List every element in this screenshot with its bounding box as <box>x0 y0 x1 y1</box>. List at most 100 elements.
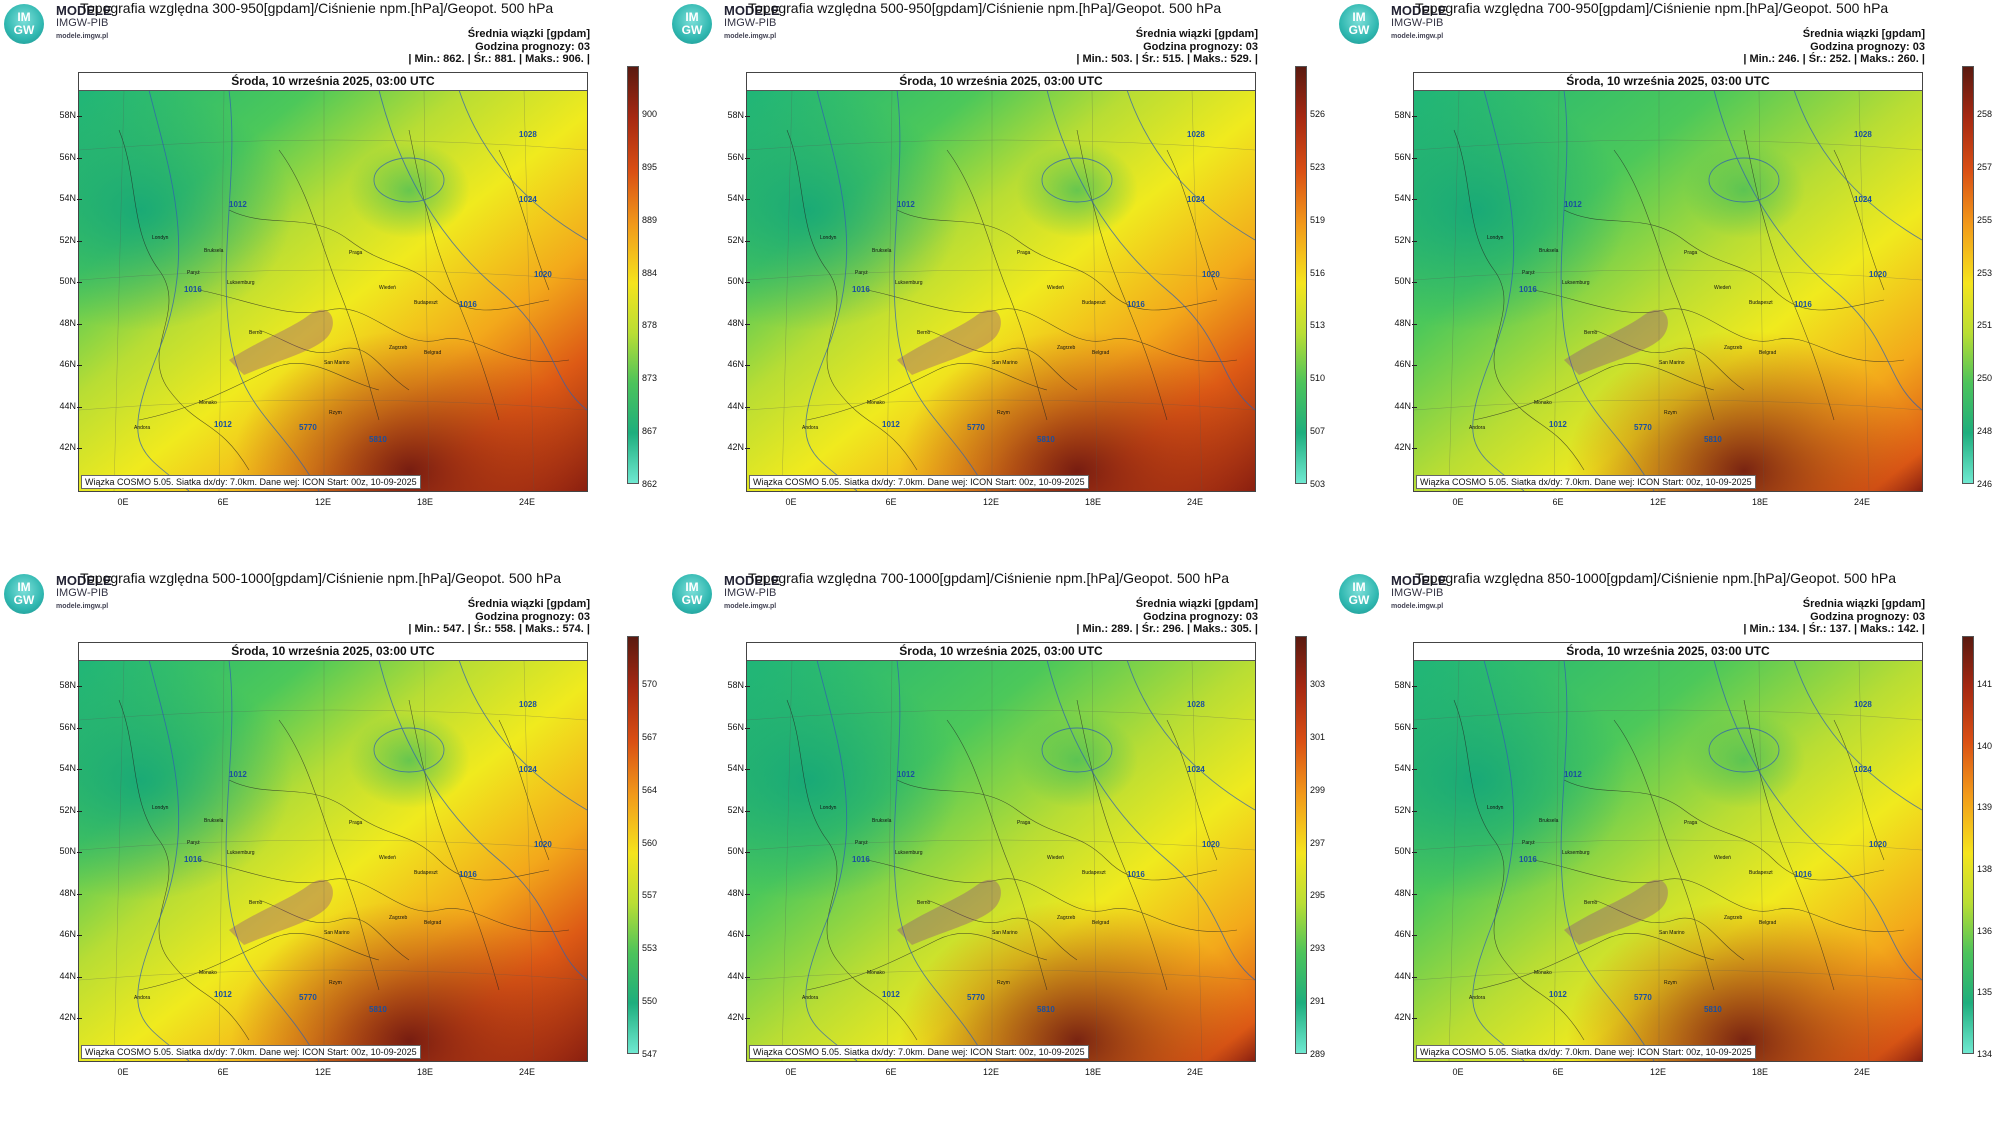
colorbar-tick-label: 250 <box>1977 373 1993 384</box>
logo-top-text: IM <box>1352 10 1366 24</box>
longitude-label: 12E <box>314 1067 331 1077</box>
latitude-label: 48N <box>718 318 750 328</box>
brand-name: MODELE <box>1391 573 1447 588</box>
isobar-label: 5770 <box>299 993 317 1002</box>
latitude-label: 48N <box>1385 888 1417 898</box>
city-label: Londyn <box>820 235 837 241</box>
latitude-label: 58N <box>1385 680 1417 690</box>
city-label: Belgrad <box>1092 920 1110 926</box>
panel-title: Topografia względna 500-1000[gpdam]/Ciśn… <box>80 570 561 586</box>
city-label: Berno <box>917 900 931 906</box>
city-label: Wiedeń <box>1714 855 1731 861</box>
longitude-label: 0E <box>117 497 129 507</box>
colorbar-tick-label: 251 <box>1977 320 1993 331</box>
city-label: Bruksela <box>872 818 892 824</box>
latitude-label: 42N <box>50 442 82 452</box>
latitude-label: 46N <box>1385 359 1417 369</box>
latitude-label: 48N <box>50 888 82 898</box>
isobar-label: 1016 <box>1127 870 1145 879</box>
map-plot: Środa, 10 września 2025, 03:00 UTC Londyn… <box>78 72 588 492</box>
imgw-logo-icon: IM GW <box>1339 574 1379 614</box>
latitude-label: 44N <box>718 971 750 981</box>
isobar-label: 1028 <box>1187 700 1205 709</box>
city-label: Wiedeń <box>1047 285 1064 291</box>
isobar-label: 1012 <box>214 990 232 999</box>
logo-bottom-text: GW <box>13 23 35 37</box>
longitude-label: 18E <box>416 1067 433 1077</box>
colorbar-tick-label: 523 <box>1310 161 1326 172</box>
brand: MODELE IMGW-PIB modele.imgw.pl <box>1391 4 1447 43</box>
colorbar-tick-label: 258 <box>1977 109 1993 119</box>
city-label: Luksemburg <box>227 850 255 856</box>
isobar-label: 1012 <box>882 420 900 429</box>
latitude-label: 56N <box>50 152 82 162</box>
colorbar-tick-label: 878 <box>642 320 658 331</box>
model-footer-note: Wiązka COSMO 5.05. Siatka dx/dy: 7.0km. … <box>81 1045 421 1059</box>
latitude-label: 54N <box>50 763 82 773</box>
brand-name: MODELE <box>56 573 112 588</box>
forecast-hour: Godzina prognozy: 03 <box>1143 40 1258 53</box>
panel-meta: Średnia wiązki [gpdam] Godzina prognozy: … <box>408 28 590 66</box>
colorbar-tick-label: 519 <box>1310 214 1326 225</box>
latitude-label: 58N <box>50 680 82 690</box>
isobar-label: 5810 <box>369 435 387 444</box>
city-label: Luksemburg <box>1562 280 1590 286</box>
map-plot: Środa, 10 września 2025, 03:00 UTC Londyn… <box>78 642 588 1062</box>
brand-org: IMGW-PIB <box>1391 587 1444 599</box>
city-label: Berno <box>249 330 263 336</box>
city-label: Belgrad <box>1759 350 1777 356</box>
city-label: Luksemburg <box>227 280 255 286</box>
colorbar-tick-label: 547 <box>642 1049 658 1059</box>
longitude-label: 12E <box>1649 497 1666 507</box>
longitude-label: 0E <box>785 1067 797 1077</box>
panel-meta: Średnia wiązki [gpdam] Godzina prognozy: … <box>1743 28 1925 66</box>
temperature-field-map <box>747 90 1255 491</box>
city-label: San Marino <box>992 360 1018 366</box>
city-label: Wiedeń <box>379 285 396 291</box>
city-label: Bruksela <box>204 248 224 254</box>
city-label: Andora <box>1469 995 1486 1001</box>
longitude-label: 24E <box>1853 1067 1870 1077</box>
colorbar-tick-label: 134 <box>1977 1049 1993 1059</box>
map-panel: IM GW MODELE IMGW-PIB modele.imgw.pl Topograf… <box>1335 570 1995 1110</box>
plot-date: Środa, 10 września 2025, 03:00 UTC <box>79 73 587 91</box>
longitude-label: 12E <box>314 497 331 507</box>
longitude-label: 24E <box>518 497 535 507</box>
latitude-label: 48N <box>1385 318 1417 328</box>
brand-org: IMGW-PIB <box>1391 17 1444 29</box>
imgw-logo-icon: IM GW <box>4 4 44 44</box>
colorbar-tick-label: 141 <box>1977 679 1993 689</box>
colorbar-tick-label: 867 <box>642 426 658 437</box>
mean-label: Średnia wiązki [gpdam] <box>467 28 590 40</box>
colorbar-tick-label: 507 <box>1310 426 1326 437</box>
stats-line: | Min.: 503. | Śr.: 515. | Maks.: 529. | <box>1076 53 1258 65</box>
map-panel: IM GW MODELE IMGW-PIB modele.imgw.pl Topograf… <box>0 570 660 1110</box>
colorbar-tick-label: 570 <box>642 679 658 689</box>
panel-title: Topografia względna 300-950[gpdam]/Ciśni… <box>80 0 554 16</box>
isobar-label: 1016 <box>459 870 477 879</box>
logo-top-text: IM <box>685 580 699 594</box>
latitude-label: 46N <box>718 359 750 369</box>
city-label: Bruksela <box>872 248 892 254</box>
temperature-field-map <box>79 90 587 491</box>
map-plot: Środa, 10 września 2025, 03:00 UTC Londyn… <box>746 72 1256 492</box>
colorbar-tick-label: 255 <box>1977 214 1993 225</box>
plot-date: Środa, 10 września 2025, 03:00 UTC <box>747 643 1255 661</box>
longitude-label: 18E <box>1084 1067 1101 1077</box>
latitude-label: 44N <box>50 971 82 981</box>
isobar-label: 1028 <box>1187 130 1205 139</box>
city-label: Londyn <box>1487 235 1504 241</box>
isobar-label: 1028 <box>519 700 537 709</box>
brand: MODELE IMGW-PIB modele.imgw.pl <box>1391 574 1447 613</box>
stats-line: | Min.: 246. | Śr.: 252. | Maks.: 260. | <box>1743 53 1925 65</box>
latitude-label: 50N <box>1385 846 1417 856</box>
isobar-label: 1012 <box>229 200 247 209</box>
city-label: Berno <box>1584 900 1598 906</box>
longitude-label: 0E <box>1452 1067 1464 1077</box>
isobar-label: 1016 <box>1519 855 1537 864</box>
brand-url: modele.imgw.pl <box>1391 33 1444 40</box>
city-label: Luksemburg <box>895 850 923 856</box>
longitude-label: 18E <box>1084 497 1101 507</box>
colorbar-tick-label: 557 <box>642 890 658 901</box>
latitude-label: 42N <box>50 1012 82 1022</box>
